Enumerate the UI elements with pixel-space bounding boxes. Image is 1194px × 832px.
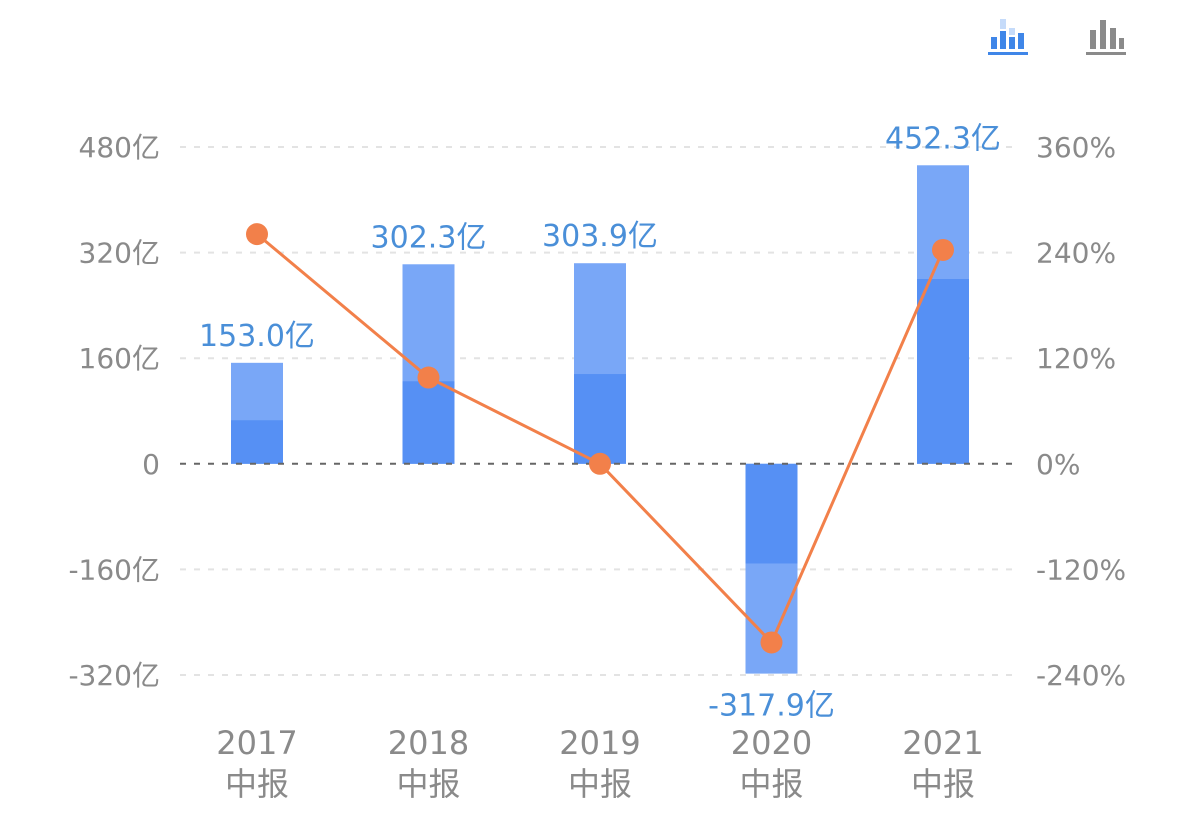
left-tick-label: -320亿 [68,659,160,692]
category-year-label: 2020 [731,724,812,762]
right-tick-label: 240% [1036,237,1116,270]
right-tick-label: 360% [1036,131,1116,164]
right-tick-label: 120% [1036,342,1116,375]
bar-value-label: 452.3亿 [885,121,1001,156]
category-year-label: 2017 [216,724,297,762]
category-period-label: 中报 [396,765,460,803]
bar-inner-segment [231,420,283,464]
category-year-label: 2021 [902,724,983,762]
right-tick-label: -120% [1036,553,1126,586]
left-tick-label: 0 [142,448,160,481]
left-tick-label: -160亿 [68,553,160,586]
bar-inner-segment [574,374,626,464]
right-axis: 360% 240% 120% 0% -120% -240% [1036,131,1126,692]
data-labels: 153.0亿 302.3亿 303.9亿 -317.9亿 452.3亿 [199,121,1001,723]
category-year-label: 2018 [388,724,469,762]
line-point [760,631,783,654]
line-point [417,366,440,389]
category-year-label: 2019 [559,724,640,762]
bar-value-label: 302.3亿 [371,220,487,255]
category-period-label: 中报 [568,765,632,803]
right-tick-label: -240% [1036,659,1126,692]
bar-value-label: 153.0亿 [199,319,315,354]
line-point [589,452,611,475]
left-tick-label: 320亿 [79,237,160,270]
bar-value-label: 303.9亿 [542,219,658,254]
bar-inner-segment [402,381,455,464]
right-tick-label: 0% [1036,448,1080,481]
line-point [932,238,954,261]
bar-chart-toggle-active[interactable] [988,18,1030,56]
left-axis: 480亿 320亿 160亿 0 -160亿 -320亿 [68,131,160,692]
bar-inner-segment [745,463,798,564]
bar-series [231,165,969,674]
line-point [246,223,268,246]
bar-chart-toggle-inactive[interactable] [1086,18,1128,56]
bar-inner-segment [917,279,969,464]
left-tick-label: 160亿 [79,342,160,375]
bar-value-label: -317.9亿 [708,689,835,724]
left-tick-label: 480亿 [79,131,160,164]
category-period-label: 中报 [225,765,289,803]
category-period-label: 中报 [739,765,803,803]
category-period-label: 中报 [911,765,975,803]
line-series [246,223,954,654]
chart-toolbar [988,18,1128,56]
